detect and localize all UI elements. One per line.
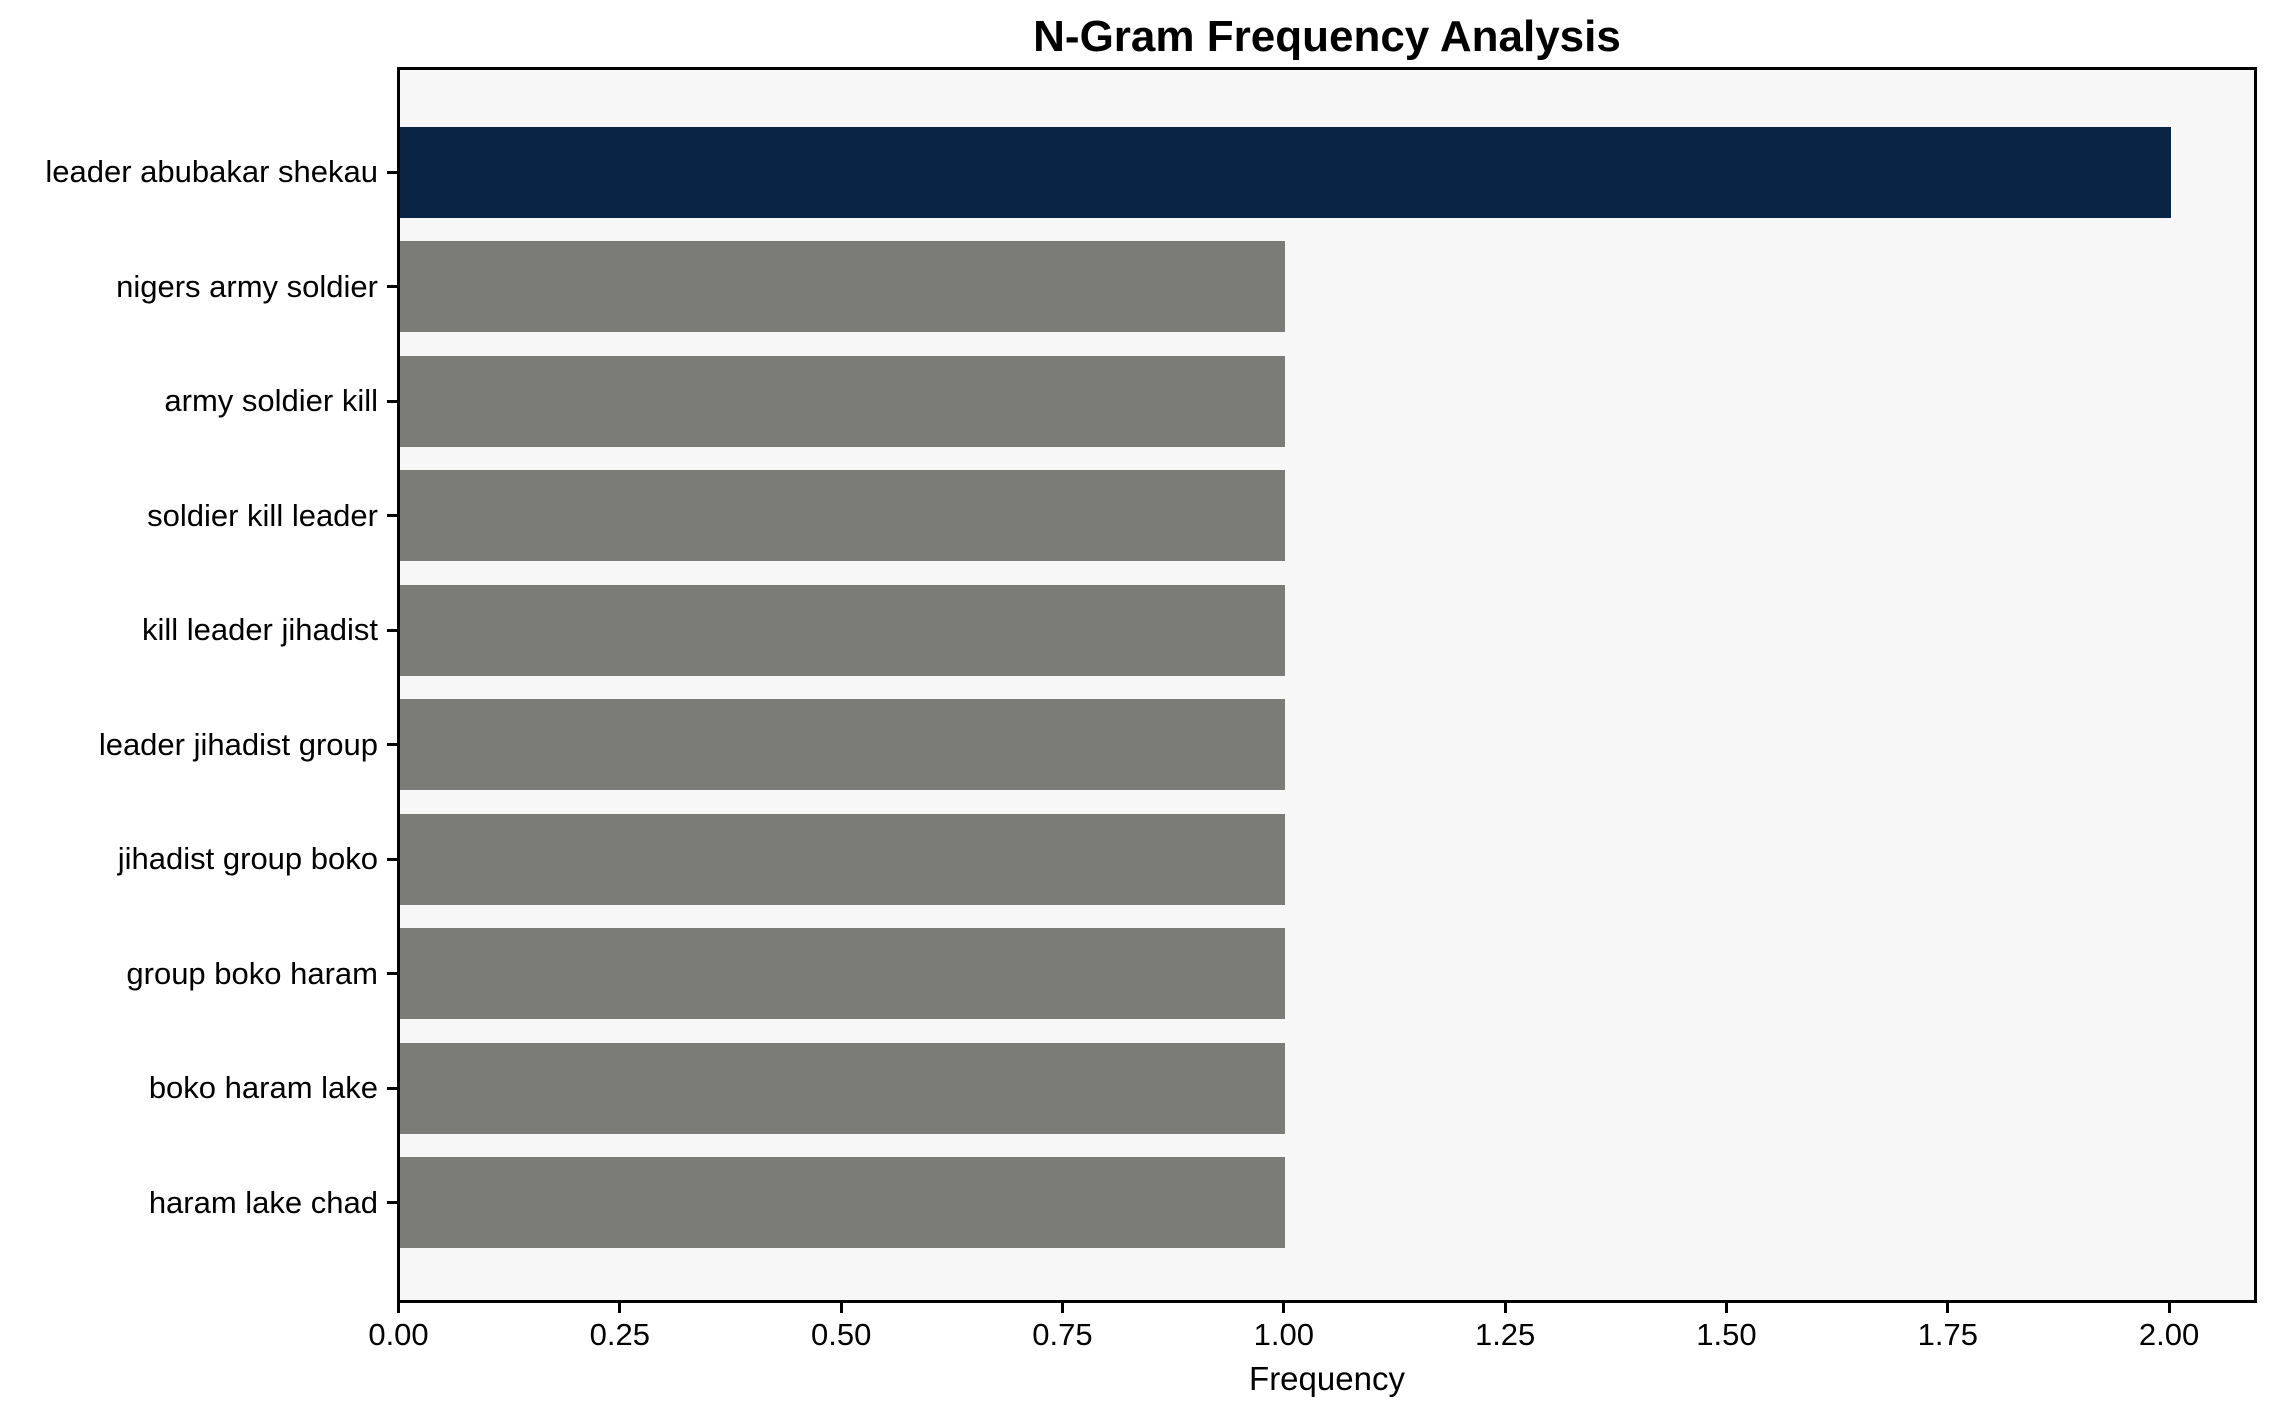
chart-title: N-Gram Frequency Analysis [1033, 12, 1621, 61]
ytick-label: jihadist group boko [117, 841, 378, 877]
xtick-label: 0.50 [810, 1317, 872, 1352]
x-axis-label: Frequency [1249, 1360, 1405, 1397]
bar [400, 470, 1286, 562]
plot-area [397, 67, 2257, 1303]
ytick-label: haram lake chad [148, 1184, 378, 1220]
bar [400, 928, 1286, 1020]
bar [400, 126, 2171, 218]
ytick-mark [387, 972, 397, 976]
ytick-mark [387, 628, 397, 632]
ytick-mark [387, 285, 397, 289]
ytick-mark [387, 514, 397, 518]
ytick-label: soldier kill leader [147, 497, 378, 533]
xtick-label: 1.75 [1917, 1317, 1978, 1352]
xtick-mark [2167, 1303, 2171, 1313]
bar [400, 699, 1286, 791]
xtick-mark [1282, 1303, 1286, 1313]
bar [400, 241, 1286, 333]
ytick-mark [387, 1086, 397, 1090]
xtick-label: 0.00 [368, 1317, 429, 1352]
ytick-label: kill leader jihadist [141, 612, 378, 648]
xtick-label: 1.50 [1696, 1317, 1757, 1352]
ytick-label: leader jihadist group [98, 726, 378, 762]
xtick-label: 2.00 [2138, 1317, 2200, 1352]
ytick-label: army soldier kill [164, 383, 378, 419]
xtick-label: 1.00 [1253, 1317, 1314, 1352]
xtick-label: 0.75 [1032, 1317, 1093, 1352]
ytick-label: leader abubakar shekau [45, 154, 378, 190]
bar [400, 813, 1286, 905]
ytick-mark [387, 399, 397, 403]
ytick-label: boko haram lake [148, 1070, 378, 1106]
ytick-mark [387, 170, 397, 174]
bar [400, 1157, 1286, 1249]
xtick-mark [839, 1303, 843, 1313]
xtick-mark [1503, 1303, 1507, 1313]
xtick-mark [1060, 1303, 1064, 1313]
bar [400, 355, 1286, 447]
xtick-label: 0.25 [589, 1317, 650, 1352]
ytick-mark [387, 743, 397, 747]
ytick-label: nigers army soldier [116, 268, 378, 304]
xtick-mark [397, 1303, 400, 1313]
xtick-label: 1.25 [1474, 1317, 1536, 1352]
xtick-mark [618, 1303, 622, 1313]
ytick-label: group boko haram [126, 955, 378, 991]
xtick-mark [1946, 1303, 1950, 1313]
ytick-mark [387, 1201, 397, 1205]
ytick-mark [387, 857, 397, 861]
xtick-mark [1724, 1303, 1728, 1313]
bar [400, 1042, 1286, 1134]
bar [400, 584, 1286, 676]
